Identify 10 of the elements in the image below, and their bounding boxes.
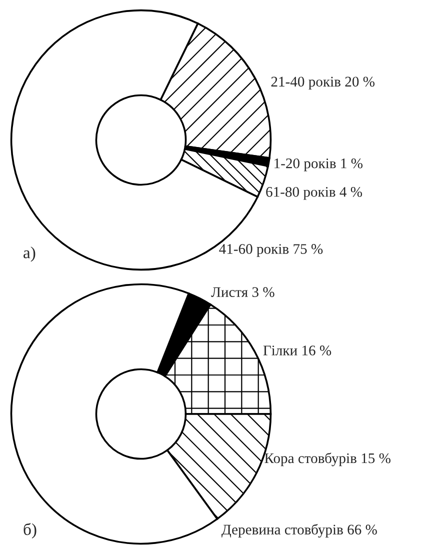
slice-label: 61-80 років 4 %	[266, 186, 362, 200]
text: б)	[24, 522, 36, 538]
slice-label: Кора стовбурів 15 %	[264, 452, 390, 466]
slice-label: 41-60 років 75 %	[219, 244, 323, 257]
text: а)	[24, 246, 36, 262]
slice-label: 1-20 років 1 %	[274, 158, 363, 172]
slice-label: Гілки 16 %	[263, 346, 332, 356]
slice-label: 21-40 років 20 %	[271, 76, 375, 90]
slice-label: Деревина стовбурів 66 %	[222, 524, 377, 538]
slice-label: Листя 3 %	[211, 287, 274, 298]
